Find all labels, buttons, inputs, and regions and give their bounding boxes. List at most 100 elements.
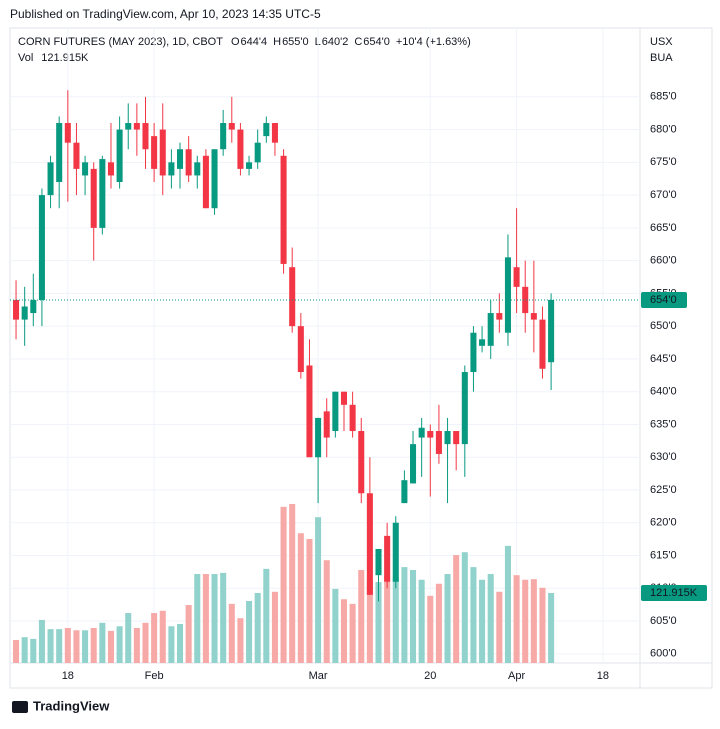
ohlc-key: C [354, 36, 362, 48]
volume-bar [38, 619, 45, 663]
last-price-label: 654'0 [650, 294, 677, 306]
volume-bar [211, 574, 218, 663]
candle-body [125, 123, 132, 130]
volume-bar [168, 626, 175, 663]
volume-bar [280, 506, 287, 663]
candle-body [323, 411, 330, 438]
logo-icon [12, 701, 28, 713]
legend-title: CORN FUTURES (MAY 2023), 1D, CBOT [18, 36, 223, 48]
volume-bar [496, 591, 503, 663]
volume-bar [539, 587, 546, 663]
ohlc-value: 640'2 [322, 36, 349, 48]
volume-bar [263, 568, 270, 663]
candle-body [418, 427, 425, 438]
candle-body [13, 299, 20, 320]
candle-body [271, 123, 278, 143]
x-tick-label: Feb [145, 670, 164, 682]
volume-bar [64, 627, 71, 663]
x-tick-label: Apr [508, 670, 525, 682]
volume-bar [444, 574, 451, 663]
y-tick-label: 615'0 [650, 549, 677, 561]
candle-body [99, 159, 106, 228]
candle-body [280, 155, 287, 264]
candles [13, 90, 555, 602]
volume-bar [56, 629, 63, 663]
y-tick-label: 650'0 [650, 320, 677, 332]
y-tick-label: 625'0 [650, 484, 677, 496]
candle-body [461, 372, 468, 445]
candle-body [530, 313, 537, 320]
candle-body [332, 391, 339, 432]
candle-body [366, 493, 373, 595]
volume-bar [323, 560, 330, 663]
axes: 600'0605'0610'0615'0620'0625'0630'0635'0… [10, 91, 707, 682]
candle-body [116, 129, 123, 182]
candle-body [90, 168, 97, 228]
volume-bar [246, 600, 253, 663]
change: +10'4 (+1.63%) [396, 36, 471, 48]
volume-bar [90, 627, 97, 663]
volume-bar [185, 605, 192, 663]
candle-body [340, 391, 348, 405]
volume-bar [548, 593, 555, 663]
volume-bar [228, 603, 235, 663]
candle-body [21, 306, 28, 320]
volume-bar [418, 579, 425, 663]
volume-bar [384, 575, 391, 663]
candle-body [522, 286, 529, 314]
candle-body [263, 123, 270, 137]
volume-bar [202, 574, 209, 663]
last-price-badge [641, 291, 687, 308]
volume-bar [142, 622, 149, 663]
candle-body [237, 129, 244, 169]
volume-bar [401, 567, 408, 663]
y-tick-label: 645'0 [650, 353, 677, 365]
volume-bar [530, 579, 537, 663]
ohlc-value: 654'0 [363, 36, 390, 48]
candle-body [358, 431, 365, 494]
candle-body [496, 313, 503, 320]
volume-bar [315, 517, 322, 663]
volume-bar [349, 603, 356, 663]
volume-bar [487, 574, 494, 663]
y-tick-label: 605'0 [650, 615, 677, 627]
published-note: Published on TradingView.com, Apr 10, 20… [10, 7, 321, 21]
candle-body [168, 162, 175, 176]
y-tick-label: 600'0 [650, 648, 677, 660]
chart-frame [9, 27, 713, 689]
candle-body [384, 535, 391, 582]
volume-badge [641, 585, 707, 602]
currency: USX [650, 36, 673, 48]
volume-bar [107, 630, 114, 663]
y-tick-label: 685'0 [650, 91, 677, 103]
candle-body [107, 162, 114, 176]
candle-body [30, 299, 37, 314]
candle-body [487, 313, 494, 346]
volume-bar [461, 552, 468, 663]
volume-bar [220, 572, 227, 663]
candle-body [64, 123, 71, 143]
volume-bar [306, 538, 313, 663]
candle-body [315, 417, 322, 458]
volume-bar [151, 613, 158, 663]
candle-body [194, 162, 201, 176]
candle-body [73, 142, 80, 169]
volume-bar [47, 629, 54, 663]
y-tick-label: 630'0 [650, 451, 677, 463]
volume-bar [125, 613, 132, 663]
candle-body [254, 142, 261, 163]
candle-body [401, 480, 408, 504]
volume-name: Vol [18, 52, 33, 64]
candle-body [349, 404, 356, 432]
candle-body [246, 162, 253, 169]
ohlc-value: 644'4 [241, 36, 268, 48]
candle-body [427, 431, 434, 438]
volume-bar [375, 582, 382, 663]
candle-body [228, 123, 235, 130]
candle-body [410, 444, 417, 484]
volume-bar [271, 591, 278, 663]
candle-body [306, 365, 313, 458]
candle-body [220, 123, 227, 150]
volume-bar [522, 579, 529, 663]
